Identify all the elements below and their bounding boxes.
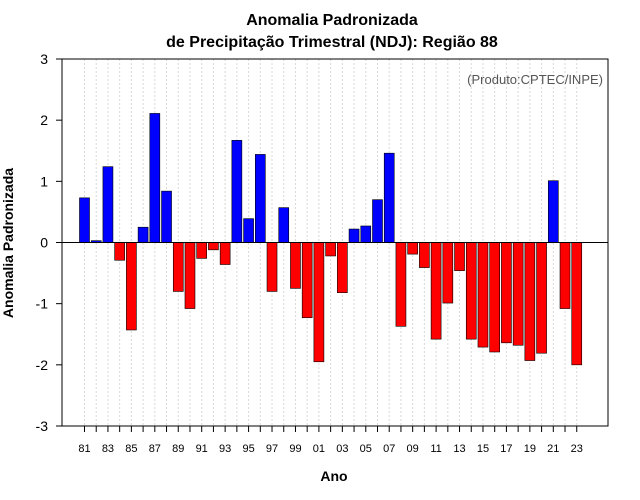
x-tick-label: 97 (266, 443, 278, 455)
bar-10 (419, 242, 430, 268)
bar-96 (255, 154, 266, 243)
x-tick-label: 93 (219, 443, 231, 455)
credit-label: (Produto:CPTEC/INPE) (467, 72, 603, 87)
gridlines (84, 59, 578, 426)
bar-19 (524, 242, 536, 361)
y-tick-label: -1 (36, 296, 49, 312)
bar-18 (512, 242, 524, 346)
bar-11 (430, 242, 442, 340)
bar-04 (348, 228, 360, 243)
bar-90 (184, 242, 196, 309)
y-tick-label: -3 (36, 418, 49, 434)
x-tick-label: 85 (125, 443, 137, 455)
y-tick-label: -2 (36, 357, 49, 373)
bar-97 (266, 242, 278, 292)
x-tick-label: 91 (196, 443, 208, 455)
bar-89 (172, 242, 184, 292)
x-axis-label: Ano (320, 468, 347, 484)
x-tick-label: 87 (149, 443, 161, 455)
x-tick-label: 99 (289, 443, 301, 455)
bar-13 (454, 242, 465, 271)
x-tick-label: 19 (524, 443, 536, 455)
x-tick-label: 01 (313, 443, 325, 455)
bar-12 (442, 242, 454, 304)
bar-02 (325, 242, 336, 257)
y-tick-label: 1 (40, 173, 48, 189)
bar-01 (313, 242, 325, 363)
bar-98 (278, 207, 290, 243)
bar-14 (465, 242, 477, 340)
x-tick-label: 09 (407, 443, 419, 455)
bar-81 (79, 197, 90, 243)
bar-05 (360, 225, 372, 243)
x-tick-label: 95 (242, 443, 254, 455)
x-tick-label: 15 (477, 443, 489, 455)
chart-title-line-2: de Precipitação Trimestral (NDJ): Região… (166, 34, 498, 51)
bar-94 (231, 140, 243, 243)
y-axis: -3 -2 -1 0 1 2 3 (36, 51, 62, 434)
x-tick-label: 05 (360, 443, 372, 455)
bar-22 (559, 242, 571, 309)
x-tick-label: 89 (172, 443, 184, 455)
y-tick-label: 0 (40, 235, 48, 251)
bar-85 (126, 242, 137, 331)
bar-99 (290, 242, 301, 289)
bar-08 (395, 242, 407, 327)
bar-09 (407, 242, 418, 255)
bar-21 (547, 180, 559, 243)
x-tick-label: 13 (453, 443, 465, 455)
bar-83 (102, 166, 114, 243)
x-tick-label: 21 (547, 443, 559, 455)
bar-23 (571, 242, 583, 366)
chart-title-line-1: Anomalia Padronizada (246, 12, 418, 29)
x-axis: 81 83 85 87 89 91 93 95 97 99 01 03 05 07 09 11 13 15 17 19… (78, 426, 583, 455)
x-tick-label: 11 (430, 443, 441, 455)
bar-07 (383, 152, 395, 243)
y-axis-label: Anomalia Padronizada (0, 168, 16, 318)
bar-95 (243, 218, 254, 243)
x-tick-label: 17 (500, 443, 512, 455)
bar-06 (372, 199, 383, 243)
bar-00 (301, 242, 313, 319)
bar-20 (536, 242, 547, 354)
bars (79, 113, 583, 366)
bar-15 (477, 242, 489, 348)
bar-84 (114, 242, 125, 261)
bar-91 (196, 242, 207, 259)
bar-16 (489, 242, 501, 353)
x-tick-label: 07 (383, 443, 395, 455)
x-tick-label: 23 (571, 443, 583, 455)
y-tick-label: 2 (40, 112, 48, 128)
bar-92 (208, 242, 219, 251)
x-tick-label: 83 (102, 443, 114, 455)
bar-17 (501, 242, 512, 344)
bar-86 (137, 226, 149, 243)
bar-03 (337, 242, 348, 293)
y-tick-label: 3 (40, 51, 48, 67)
bar-87 (149, 113, 161, 243)
bar-88 (161, 190, 172, 243)
bar-93 (219, 242, 231, 265)
x-tick-label: 81 (78, 443, 90, 455)
x-tick-label: 03 (336, 443, 348, 455)
